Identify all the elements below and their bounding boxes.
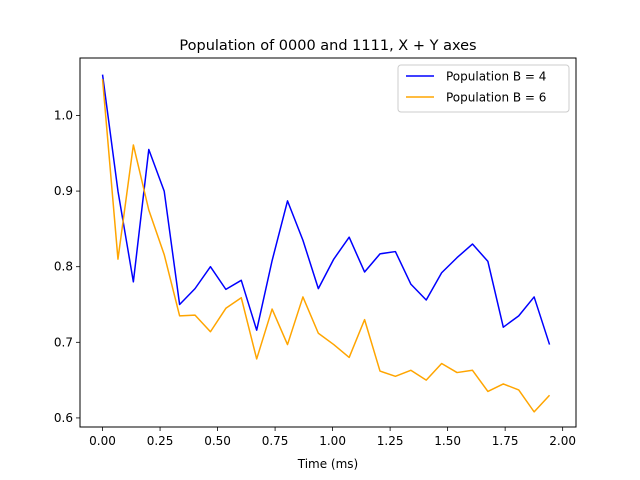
y-tick-label: 0.9 [54, 184, 73, 198]
x-tick-label: 2.00 [549, 434, 576, 448]
y-tick-label: 1.0 [54, 108, 73, 122]
x-tick-label: 0.75 [262, 434, 289, 448]
x-tick-label: 1.50 [434, 434, 461, 448]
y-axis-ticks: 0.6 0.7 0.8 0.9 1.0 [54, 108, 80, 425]
y-tick-label: 0.8 [54, 260, 73, 274]
x-axis-label: Time (ms) [297, 457, 359, 471]
plot-frame [79, 57, 577, 428]
legend: Population B = 4 Population B = 6 [397, 64, 570, 113]
x-tick-label: 0.00 [89, 434, 116, 448]
x-tick-label: 1.25 [377, 434, 404, 448]
x-tick-label: 1.75 [492, 434, 519, 448]
chart-title: Population of 0000 and 1111, X + Y axes [179, 38, 476, 54]
legend-box [397, 64, 570, 113]
x-tick-label: 0.25 [147, 434, 174, 448]
x-tick-label: 1.00 [319, 434, 346, 448]
series-line-2 [101, 79, 551, 413]
y-tick-label: 0.6 [54, 411, 73, 425]
x-tick-label: 0.50 [204, 434, 231, 448]
legend-label-1: Population B = 4 [446, 70, 546, 84]
x-axis-ticks: 0.00 0.25 0.50 0.75 1.00 1.25 1.50 1.75 2.00 [89, 427, 576, 448]
y-tick-label: 0.7 [54, 335, 73, 349]
series-line-1 [101, 74, 551, 345]
plot-lines [101, 74, 551, 413]
legend-label-2: Population B = 6 [446, 91, 546, 105]
